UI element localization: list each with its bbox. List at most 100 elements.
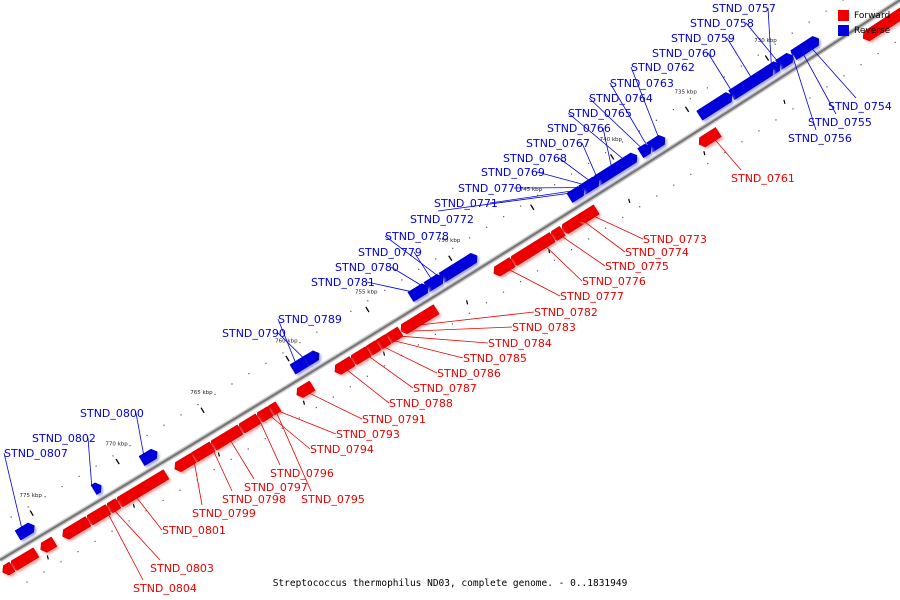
gene-label-stnd_0764: STND_0764: [589, 92, 653, 105]
minor-tick-dot: [197, 404, 199, 406]
minor-tick-dot: [128, 520, 130, 522]
gene-label-stnd_0771: STND_0771: [434, 197, 498, 210]
tick-label: 765 kbp: [190, 390, 213, 396]
minor-tick-dot: [265, 362, 267, 364]
minor-tick-dot: [129, 445, 131, 447]
leader-line: [212, 450, 233, 492]
leader-line: [602, 127, 612, 167]
minor-tick-dot: [315, 406, 317, 409]
gene-feature-23: [550, 225, 568, 243]
gene-feature-22: [578, 204, 602, 225]
tick-label: 735 kbp: [674, 89, 697, 95]
gene-feature-5: [696, 92, 734, 123]
leader-line: [726, 37, 752, 78]
minor-tick-dot: [451, 323, 454, 325]
minor-tick-dot: [808, 21, 810, 23]
minor-tick-dot: [435, 258, 437, 260]
gene-label-stnd_0795: STND_0795: [301, 493, 365, 506]
gene-label-stnd_0763: STND_0763: [610, 77, 674, 90]
minor-tick-dot: [655, 119, 658, 121]
minor-tick-dot: [10, 516, 12, 518]
minor-tick-dot: [775, 119, 777, 121]
minor-tick-dot: [570, 173, 573, 175]
minor-tick-dot: [503, 216, 505, 218]
gene-label-stnd_0785: STND_0785: [463, 352, 527, 365]
gene-label-stnd_0800: STND_0800: [80, 407, 144, 420]
leader-line: [745, 22, 778, 62]
gene-label-stnd_0756: STND_0756: [788, 132, 852, 145]
leader-line: [384, 235, 438, 276]
minor-tick-dot: [213, 469, 215, 471]
minor-tick-dot: [519, 280, 522, 283]
minor-tick-dot: [366, 375, 368, 377]
gene-label-stnd_0772: STND_0772: [410, 213, 474, 226]
gene-label-stnd_0798: STND_0798: [222, 493, 286, 506]
gene-feature-18: [14, 522, 37, 543]
minor-tick-dot: [707, 162, 709, 165]
gene-label-stnd_0789: STND_0789: [278, 313, 342, 326]
legend-forward-label: Forward: [854, 10, 891, 21]
gene-features: [2, 7, 900, 577]
lower-tick: [217, 452, 220, 457]
minor-tick-dot: [95, 465, 97, 467]
gene-label-stnd_0790: STND_0790: [222, 327, 286, 340]
minor-tick-dot: [537, 194, 539, 196]
leader-line: [366, 281, 412, 293]
minor-tick-dot: [401, 279, 403, 281]
minor-tick-dot: [78, 475, 80, 477]
gene-label-stnd_0766: STND_0766: [547, 122, 611, 135]
minor-tick-dot: [757, 54, 759, 56]
genome-caption: Streptococcus thermophilus ND03, complet…: [272, 578, 628, 589]
leader-line: [584, 221, 626, 253]
gene-feature-38: [174, 452, 199, 474]
leader-line: [135, 496, 163, 531]
minor-tick-dot: [604, 152, 607, 154]
minor-tick-dot: [180, 414, 182, 416]
gene-label-stnd_0783: STND_0783: [512, 321, 576, 334]
leader-line: [113, 510, 161, 561]
leader-line: [277, 318, 297, 364]
gene-label-stnd_0776: STND_0776: [582, 275, 646, 288]
leader-line: [418, 311, 535, 326]
gene-label-stnd_0787: STND_0787: [413, 382, 477, 395]
minor-tick-dot: [758, 130, 760, 132]
gene-feature-15: [303, 350, 322, 368]
minor-tick-dot: [774, 43, 776, 45]
minor-tick-dot: [622, 216, 624, 219]
minor-tick-dot: [452, 247, 454, 249]
minor-tick-dot: [621, 141, 624, 143]
leader-line: [567, 112, 624, 160]
gene-label-stnd_0807: STND_0807: [4, 447, 68, 460]
minor-tick-dot: [690, 173, 692, 175]
leader-line: [489, 190, 574, 204]
leader-line: [558, 157, 590, 182]
leader-line: [408, 326, 513, 332]
major-tick: [684, 106, 690, 113]
gene-label-stnd_0778: STND_0778: [385, 230, 449, 243]
gene-feature-20: [698, 127, 724, 149]
minor-tick-dot: [163, 424, 165, 426]
leader-line: [437, 192, 570, 212]
minor-tick-dot: [792, 108, 794, 110]
gene-label-stnd_0762: STND_0762: [631, 61, 695, 74]
minor-tick-dot: [638, 130, 641, 132]
gene-label-stnd_0768: STND_0768: [503, 152, 567, 165]
major-tick: [530, 204, 535, 211]
minor-tick-dot: [214, 393, 216, 395]
leader-line: [383, 346, 438, 374]
minor-tick-dot: [349, 386, 351, 388]
major-tick: [200, 407, 205, 414]
leader-line: [536, 171, 584, 185]
gene-feature-26: [400, 304, 442, 336]
gene-feature-40: [106, 498, 123, 515]
minor-tick-dot: [231, 383, 233, 385]
tick-dots: [10, 0, 896, 583]
legend-reverse-label: Reverse: [854, 25, 891, 36]
minor-tick-dot: [469, 237, 471, 239]
gene-label-stnd_0797: STND_0797: [244, 481, 308, 494]
major-tick: [764, 55, 770, 61]
minor-tick-dot: [230, 458, 232, 460]
major-tick: [285, 355, 290, 362]
minor-tick-dot: [588, 238, 590, 240]
minor-tick-dot: [316, 331, 318, 333]
